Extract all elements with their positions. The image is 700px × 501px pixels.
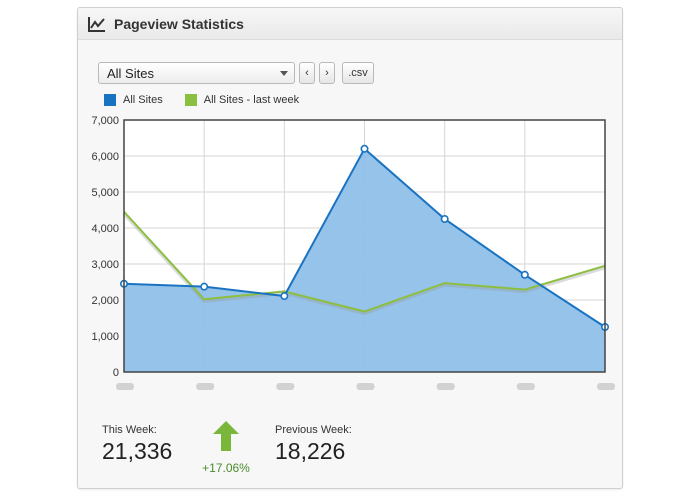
legend-swatch-blue xyxy=(104,94,116,106)
legend-label-last-week: All Sites - last week xyxy=(203,94,300,106)
panel-header: Pageview Statistics xyxy=(78,8,622,40)
y-tick-label: 7,000 xyxy=(91,115,119,127)
this-week-value: 21,336 xyxy=(102,438,173,464)
x-tick-label-blurred xyxy=(516,383,535,390)
pageview-chart: 0 1,000 2,000 3,000 4,000 5,000 6,000 7,000 xyxy=(91,115,615,390)
y-tick-label: 5,000 xyxy=(91,187,119,199)
plot-border xyxy=(123,119,606,373)
chart-legend: All Sites All Sites - last week xyxy=(104,94,321,106)
data-point-all-sites xyxy=(360,144,369,153)
site-select-value: All Sites xyxy=(107,65,154,81)
x-tick-label-blurred xyxy=(356,383,375,390)
next-period-button[interactable]: › xyxy=(319,62,335,84)
chevron-down-icon xyxy=(280,70,288,76)
x-tick-label-blurred xyxy=(436,383,455,390)
site-select[interactable]: All Sites xyxy=(98,62,295,84)
y-tick-label: 4,000 xyxy=(91,223,119,235)
data-point-all-sites xyxy=(440,215,449,224)
chart-controls: All Sites ‹ › .csv xyxy=(98,62,374,84)
x-tick-label-blurred xyxy=(196,383,215,390)
panel-title: Pageview Statistics xyxy=(114,15,244,32)
legend-label-this-week: All Sites xyxy=(123,94,163,106)
pageview-statistics-panel: Pageview Statistics All Sites ‹ › .csv A… xyxy=(77,7,623,489)
change-indicator: +17.06% xyxy=(196,420,256,475)
data-point-all-sites xyxy=(520,270,529,279)
area-fill-all-sites xyxy=(124,148,605,372)
csv-export-button[interactable]: .csv xyxy=(342,62,374,84)
line-all-sites-last-week xyxy=(123,211,606,313)
previous-week-label: Previous Week: xyxy=(275,424,352,436)
this-week-label: This Week: xyxy=(102,424,157,436)
data-point-all-sites xyxy=(200,282,209,291)
legend-swatch-green xyxy=(184,94,197,106)
y-tick-label: 2,000 xyxy=(91,295,119,307)
y-tick-label: 3,000 xyxy=(91,259,119,271)
y-tick-label: 0 xyxy=(113,367,119,379)
line-chart-icon xyxy=(88,16,105,32)
change-percentage: +17.06% xyxy=(202,461,250,475)
arrow-up-icon xyxy=(213,421,239,451)
data-point-all-sites xyxy=(280,292,289,301)
x-tick-label-blurred xyxy=(276,383,295,390)
previous-week-stat: Previous Week: 18,226 xyxy=(275,424,352,465)
legend-item-this-week[interactable]: All Sites xyxy=(104,94,163,106)
y-tick-label: 6,000 xyxy=(91,151,119,163)
previous-week-value: 18,226 xyxy=(275,438,346,464)
previous-period-button[interactable]: ‹ xyxy=(299,62,315,84)
this-week-stat: This Week: 21,336 xyxy=(102,424,172,465)
x-tick-label-blurred xyxy=(597,383,615,390)
y-tick-label: 1,000 xyxy=(91,331,119,343)
line-shadow-last-week xyxy=(122,211,606,316)
legend-item-last-week[interactable]: All Sites - last week xyxy=(184,94,300,106)
stats-summary: This Week: 21,336 +17.06% Previous Week:… xyxy=(78,420,622,488)
x-tick-label-blurred xyxy=(116,383,134,390)
